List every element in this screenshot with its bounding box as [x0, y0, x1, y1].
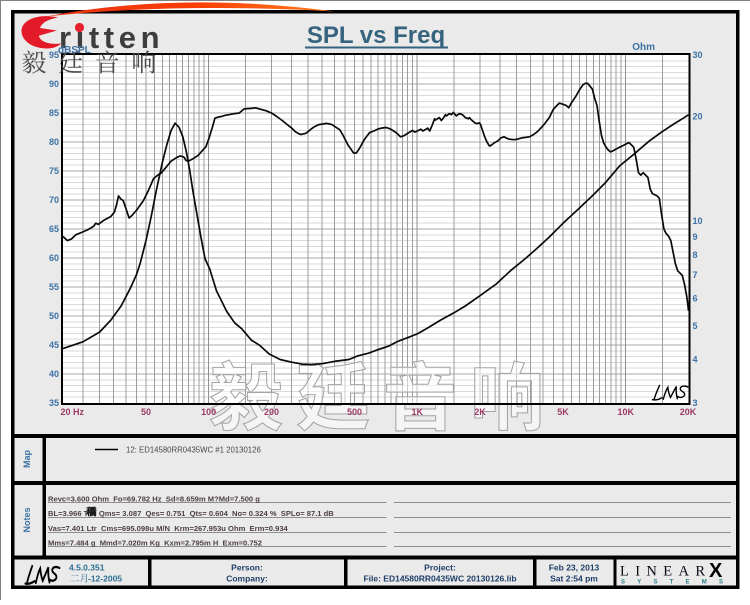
- svg-text:Feb 23, 2013: Feb 23, 2013: [549, 563, 600, 573]
- svg-text:35: 35: [49, 398, 59, 408]
- svg-text:Ohm: Ohm: [632, 42, 655, 53]
- svg-text:70: 70: [49, 195, 59, 205]
- svg-text:8: 8: [693, 250, 698, 260]
- svg-text:Map: Map: [22, 449, 32, 468]
- svg-text:BL=3.966 T Qms= 3.087 Qes: BL=3.966 T Qms= 3.087 Qes= 0.751 Qts= 0.…: [48, 509, 334, 518]
- svg-text:rıtten: rıtten: [59, 20, 164, 55]
- svg-text:50: 50: [49, 311, 59, 321]
- svg-text:9: 9: [693, 232, 698, 242]
- svg-text:Revc=3.600 Ohm Fo=69.782 Hz: Revc=3.600 Ohm Fo=69.782 Hz Sd=8.659m M?…: [48, 495, 260, 504]
- svg-text:Vas=7.401 Ltr Cms=695.098u M/: Vas=7.401 Ltr Cms=695.098u M/N Krm=267.9…: [48, 524, 289, 533]
- svg-text:50: 50: [141, 407, 151, 417]
- svg-text:60: 60: [49, 253, 59, 263]
- svg-text:SYSTEMS: SYSTEMS: [621, 580, 723, 586]
- svg-text:12: ED14580RR0435WC #1 2013012: 12: ED14580RR0435WC #1 20130126: [126, 446, 261, 455]
- svg-text:95: 95: [49, 50, 59, 60]
- svg-text:10: 10: [693, 216, 703, 226]
- svg-text:45: 45: [49, 340, 59, 350]
- svg-text:6: 6: [693, 293, 698, 303]
- svg-text:Notes: Notes: [22, 507, 32, 532]
- svg-text:File: ED14580RR0435WC 20130126: File: ED14580RR0435WC 20130126.lib: [363, 574, 516, 584]
- svg-text:4.5.0.351: 4.5.0.351: [69, 563, 105, 573]
- svg-text:1K: 1K: [411, 407, 423, 417]
- svg-text:-12-2005: -12-2005: [88, 574, 122, 584]
- svg-text:40: 40: [49, 369, 59, 379]
- svg-text:7: 7: [693, 270, 698, 280]
- svg-text:3: 3: [693, 398, 698, 408]
- svg-text:dBSPL: dBSPL: [58, 45, 91, 56]
- svg-text:75: 75: [49, 166, 59, 176]
- svg-text:SPL vs Freq: SPL vs Freq: [307, 22, 445, 49]
- svg-text:10K: 10K: [617, 407, 634, 417]
- svg-text:4: 4: [693, 355, 698, 365]
- svg-text:100: 100: [201, 407, 216, 417]
- svg-text:5: 5: [693, 321, 698, 331]
- svg-text:5K: 5K: [557, 407, 569, 417]
- svg-text:65: 65: [49, 224, 59, 234]
- svg-text:Project:: Project:: [424, 563, 456, 573]
- svg-text:30: 30: [693, 50, 703, 60]
- svg-text:500: 500: [347, 407, 362, 417]
- svg-text:20K: 20K: [680, 407, 697, 417]
- svg-text:90: 90: [49, 79, 59, 89]
- svg-text:Company:: Company:: [226, 574, 268, 584]
- svg-text:Person:: Person:: [231, 563, 263, 573]
- svg-text:200: 200: [264, 407, 279, 417]
- svg-text:Mms=7.484 g Mmd=7.020m Kg Kx: Mms=7.484 g Mmd=7.020m Kg Kxm=2.795m H E…: [48, 539, 262, 548]
- svg-text:55: 55: [49, 282, 59, 292]
- svg-text:Sat 2:54 pm: Sat 2:54 pm: [550, 574, 598, 584]
- svg-text:20 Hz: 20 Hz: [61, 407, 85, 417]
- svg-text:2K: 2K: [474, 407, 486, 417]
- svg-text:20: 20: [693, 112, 703, 122]
- svg-text:85: 85: [49, 108, 59, 118]
- svg-text:X: X: [709, 560, 723, 582]
- svg-text:80: 80: [49, 137, 59, 147]
